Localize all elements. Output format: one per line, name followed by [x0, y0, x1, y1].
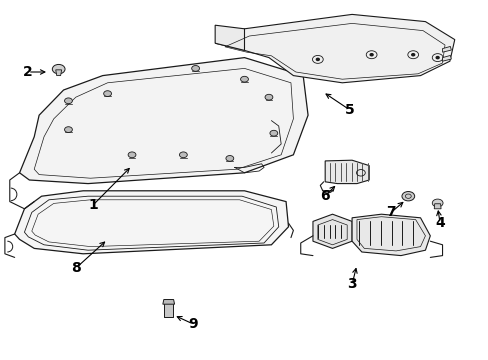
Circle shape — [52, 64, 65, 74]
Polygon shape — [312, 214, 351, 248]
Circle shape — [128, 152, 136, 158]
Text: 2: 2 — [23, 65, 33, 79]
Circle shape — [411, 54, 414, 56]
Polygon shape — [433, 204, 440, 209]
Circle shape — [64, 98, 72, 104]
Text: 7: 7 — [386, 206, 395, 219]
Text: 3: 3 — [346, 278, 356, 291]
Polygon shape — [442, 46, 450, 52]
Text: 8: 8 — [71, 261, 81, 275]
Circle shape — [240, 76, 248, 82]
Circle shape — [64, 127, 72, 132]
Polygon shape — [442, 55, 450, 61]
Circle shape — [269, 130, 277, 136]
Polygon shape — [15, 191, 288, 254]
Text: 6: 6 — [320, 189, 329, 203]
Polygon shape — [215, 14, 454, 83]
Circle shape — [103, 91, 111, 96]
Circle shape — [369, 54, 372, 56]
Text: 4: 4 — [434, 216, 444, 230]
Circle shape — [401, 192, 414, 201]
Text: 9: 9 — [188, 317, 198, 331]
Polygon shape — [164, 303, 173, 317]
Text: 5: 5 — [344, 103, 354, 117]
Circle shape — [316, 58, 319, 60]
Circle shape — [435, 57, 438, 59]
Polygon shape — [325, 160, 368, 184]
Polygon shape — [163, 300, 174, 304]
Circle shape — [179, 152, 187, 158]
Circle shape — [431, 199, 442, 207]
Circle shape — [225, 156, 233, 161]
Circle shape — [191, 66, 199, 71]
Text: 1: 1 — [88, 198, 98, 212]
Polygon shape — [351, 214, 429, 256]
Polygon shape — [215, 25, 244, 50]
Polygon shape — [56, 70, 61, 76]
Polygon shape — [20, 58, 307, 184]
Circle shape — [264, 94, 272, 100]
